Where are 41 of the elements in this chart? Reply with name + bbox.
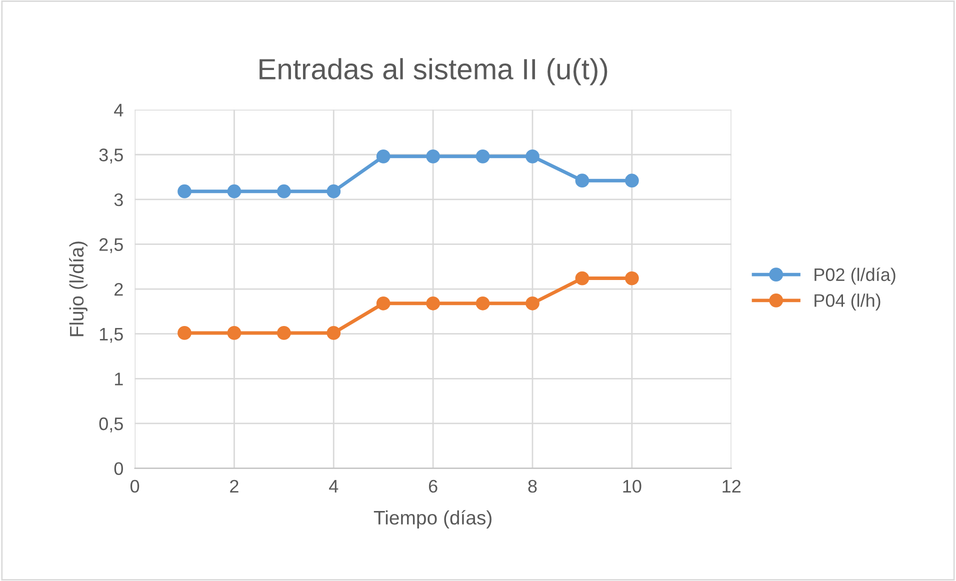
point bbox=[426, 149, 440, 164]
chart-title: Entradas al sistema II (u(t)) bbox=[260, 58, 608, 86]
x-tick-label: 4 bbox=[329, 480, 338, 492]
point bbox=[326, 184, 341, 198]
point bbox=[376, 149, 390, 164]
y-tick-label: 0,5 bbox=[99, 417, 123, 432]
point bbox=[178, 184, 192, 198]
point bbox=[476, 149, 490, 164]
point bbox=[426, 296, 440, 310]
x-tick-label: 6 bbox=[428, 480, 438, 493]
y-tick-label: 3,5 bbox=[99, 148, 123, 164]
point bbox=[178, 326, 192, 340]
point bbox=[376, 296, 390, 310]
point bbox=[526, 296, 540, 310]
y-tick-label: 2,5 bbox=[99, 238, 123, 254]
y-tick-label: 3 bbox=[114, 193, 123, 206]
point bbox=[227, 184, 242, 198]
y-tick-label: 1,5 bbox=[100, 328, 123, 343]
x-tick-label: 10 bbox=[623, 480, 642, 493]
point bbox=[276, 326, 291, 340]
point bbox=[624, 174, 639, 188]
point bbox=[276, 184, 291, 198]
x-tick-label: 12 bbox=[722, 480, 740, 492]
x-tick-label: 8 bbox=[528, 480, 537, 493]
y-tick-label: 2 bbox=[114, 282, 123, 296]
y-tick-label: 1 bbox=[115, 372, 123, 386]
y-axis-title: Flujo (l/día) bbox=[69, 242, 88, 336]
x-tick-label: 0 bbox=[130, 480, 140, 493]
x-tick-label: 2 bbox=[230, 480, 238, 492]
point bbox=[575, 174, 590, 188]
y-tick-label: 4 bbox=[114, 104, 124, 116]
y-tick-label: 0 bbox=[114, 462, 123, 476]
legend-label: P04 (l/h) bbox=[814, 294, 880, 310]
point bbox=[624, 271, 639, 286]
point bbox=[326, 326, 341, 340]
x-axis-title: Tiempo (días) bbox=[374, 510, 492, 528]
point bbox=[476, 296, 490, 310]
point bbox=[526, 149, 540, 164]
legend-label: P02 (l/día) bbox=[814, 268, 896, 285]
point bbox=[575, 271, 590, 286]
point bbox=[227, 326, 242, 340]
